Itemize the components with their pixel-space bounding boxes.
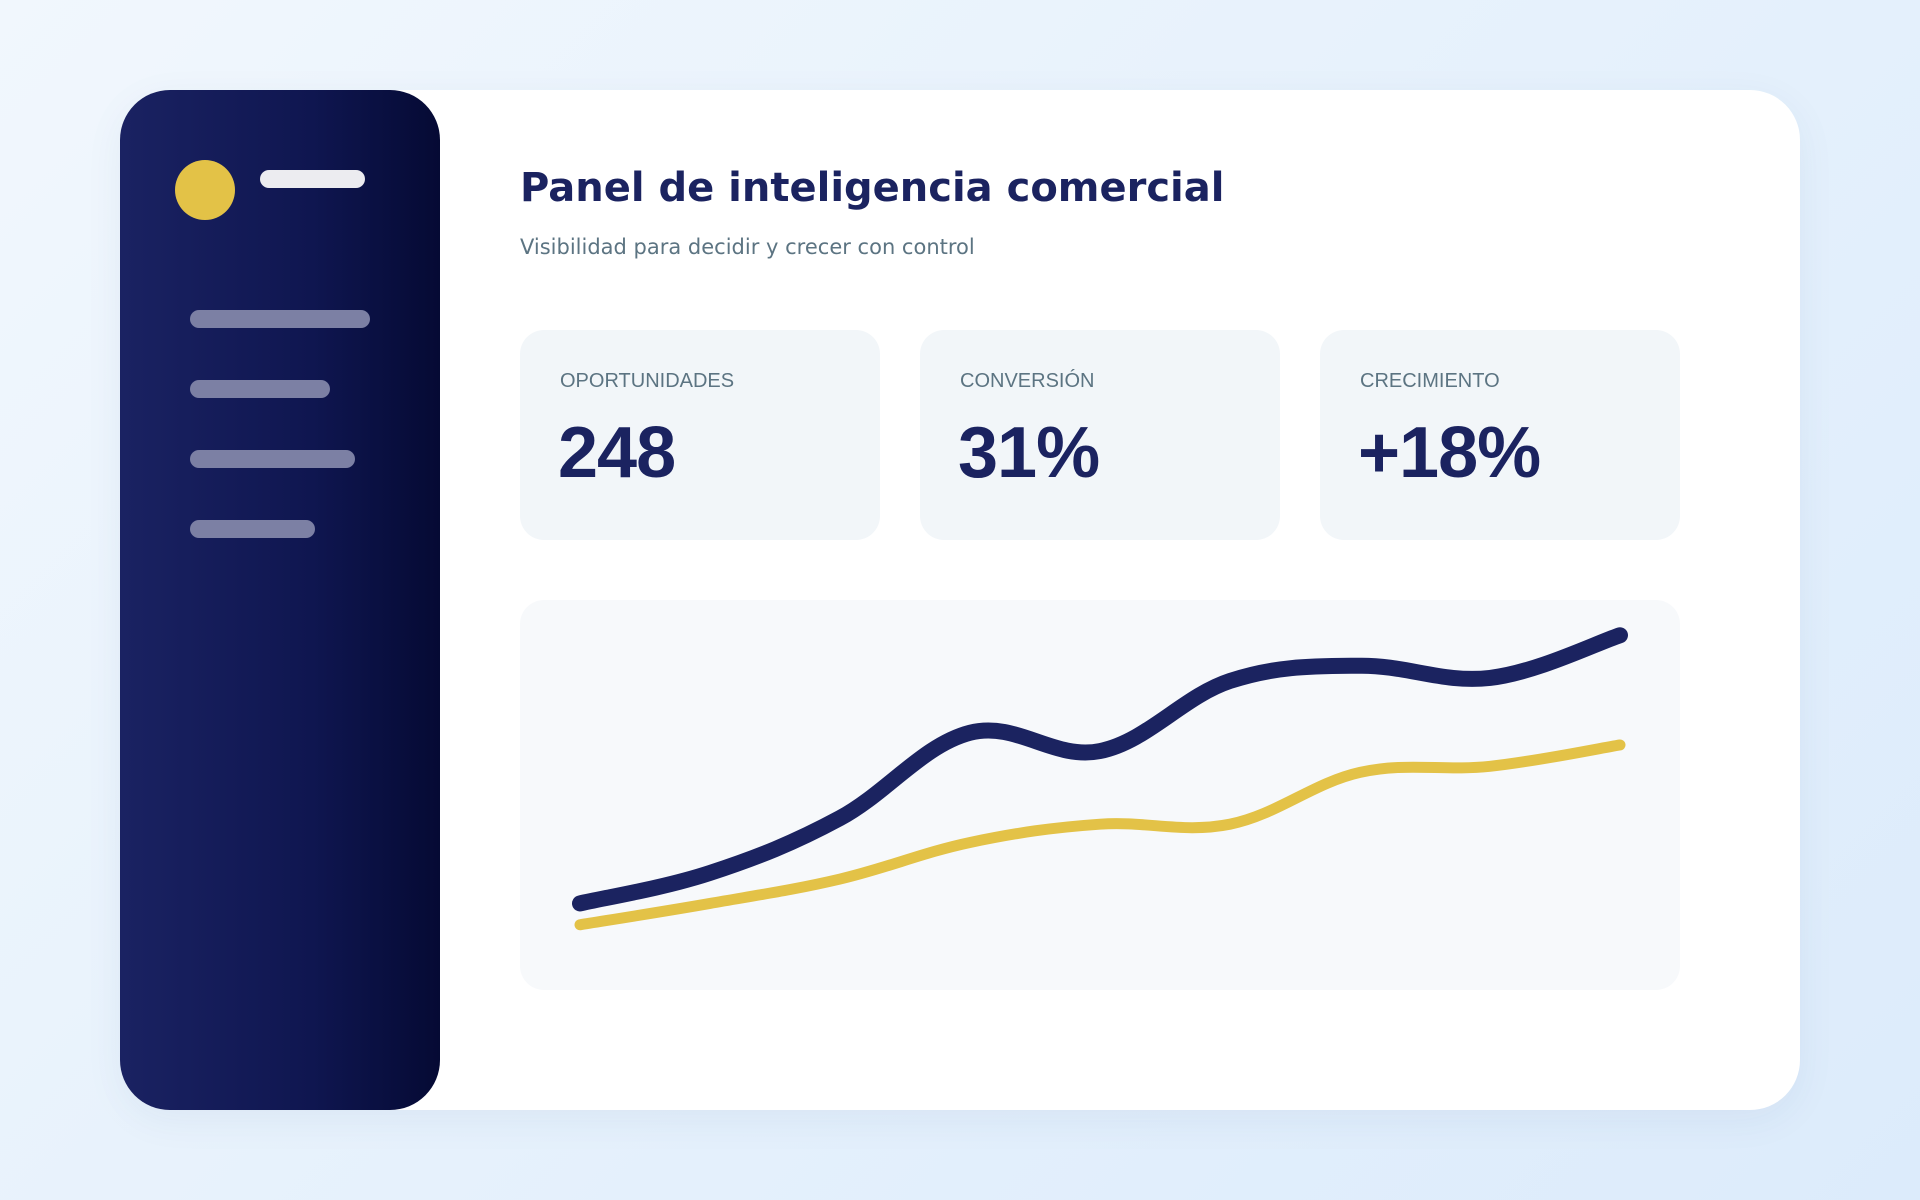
sidebar bbox=[120, 90, 440, 1110]
sidebar-item-3[interactable] bbox=[190, 450, 355, 468]
kpi-card-oportunidades[interactable]: OPORTUNIDADES 248 bbox=[520, 330, 880, 540]
page-subtitle: Visibilidad para decidir y crecer con co… bbox=[520, 235, 975, 259]
brand-name-placeholder bbox=[260, 170, 365, 188]
brand-logo[interactable] bbox=[175, 160, 235, 220]
kpi-value: +18% bbox=[1358, 413, 1541, 493]
kpi-card-conversion[interactable]: CONVERSIÓN 31% bbox=[920, 330, 1280, 540]
kpi-value: 31% bbox=[958, 413, 1100, 493]
trend-chart bbox=[520, 600, 1680, 990]
kpi-label: CONVERSIÓN bbox=[960, 370, 1095, 392]
kpi-label: OPORTUNIDADES bbox=[560, 370, 735, 392]
sidebar-item-4[interactable] bbox=[190, 520, 315, 538]
series-line-1 bbox=[572, 627, 1628, 912]
trend-chart-svg bbox=[572, 627, 1628, 931]
kpi-label: CRECIMIENTO bbox=[1360, 370, 1500, 392]
kpi-value: 248 bbox=[558, 413, 676, 493]
page-title: Panel de inteligencia comercial bbox=[520, 165, 1225, 211]
sidebar-item-2[interactable] bbox=[190, 380, 330, 398]
sidebar-item-1[interactable] bbox=[190, 310, 370, 328]
kpi-card-crecimiento[interactable]: CRECIMIENTO +18% bbox=[1320, 330, 1680, 540]
series-line-2 bbox=[574, 739, 1626, 931]
